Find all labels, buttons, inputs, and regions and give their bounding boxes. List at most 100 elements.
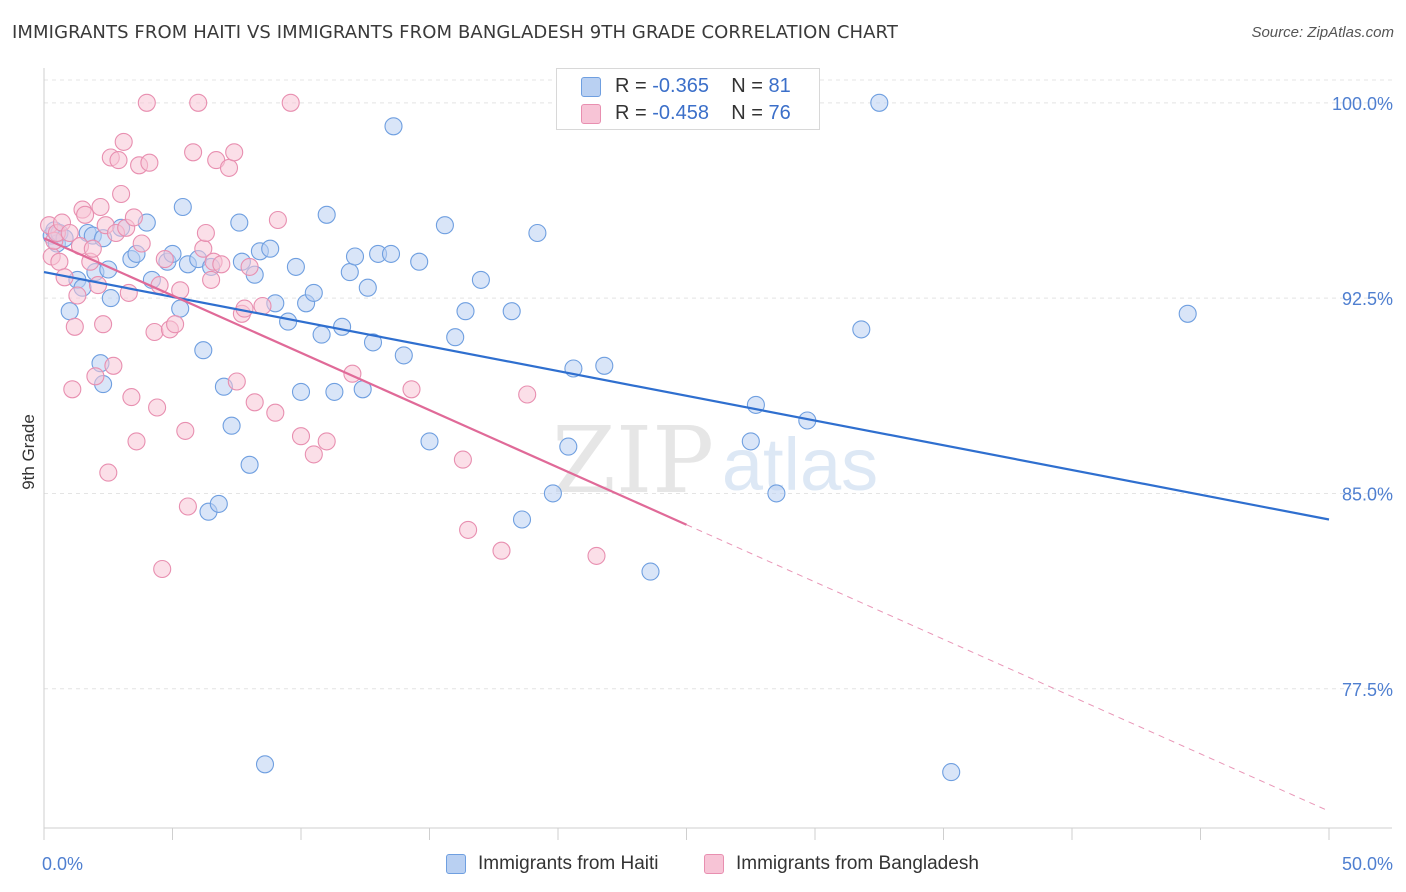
bangladesh-point [268, 210, 287, 230]
haiti-point [641, 562, 660, 581]
haiti-point [194, 341, 213, 360]
series-legend: Immigrants from Haiti Immigrants from Ba… [0, 852, 1406, 878]
bangladesh-trend-line [43, 237, 687, 526]
haiti-point [471, 270, 490, 289]
bangladesh-point [50, 252, 69, 271]
y-tick-label: 92.5% [1342, 289, 1393, 309]
bangladesh-point [153, 559, 172, 579]
bangladesh-point [219, 158, 239, 177]
bangladesh-r-value: -0.458 [652, 102, 709, 124]
haiti-point [173, 197, 192, 217]
haiti-point [60, 302, 79, 321]
haiti-point [279, 312, 298, 331]
bangladesh-point [492, 541, 511, 560]
y-tick-label: 100.0% [1332, 94, 1393, 114]
haiti-point [543, 484, 562, 503]
gridlines [44, 79, 1392, 690]
bangladesh-point [88, 276, 108, 295]
bangladesh-point [150, 276, 169, 295]
haiti-r-label: R = [615, 75, 653, 97]
haiti-point [741, 432, 760, 451]
legend-swatch-bangladesh [704, 854, 724, 874]
bangladesh-point [122, 388, 141, 407]
haiti-point [286, 257, 305, 276]
bangladesh-point [99, 463, 118, 482]
axes [43, 68, 1392, 840]
y-tick-label: 85.0% [1342, 484, 1393, 504]
bangladesh-point [127, 432, 146, 451]
bangladesh-point [65, 317, 84, 336]
bangladesh-point [459, 520, 478, 539]
bangladesh-point [155, 250, 174, 269]
haiti-point [446, 328, 465, 347]
bangladesh-point [114, 132, 133, 151]
haiti-point [304, 283, 323, 302]
haiti-point [325, 382, 344, 401]
haiti-point [870, 93, 889, 112]
haiti-point [255, 755, 275, 774]
haiti-point [512, 510, 532, 529]
haiti-point [240, 455, 259, 474]
bangladesh-point [178, 497, 197, 516]
bangladesh-point [212, 255, 231, 274]
legend-swatch-haiti [446, 854, 466, 874]
haiti-point [852, 320, 871, 339]
haiti-point [222, 416, 241, 435]
haiti-point [595, 356, 614, 375]
haiti-point [333, 317, 352, 336]
bangladesh-point [112, 184, 131, 204]
haiti-point [384, 117, 403, 136]
haiti-point [435, 216, 454, 235]
haiti-point [767, 484, 786, 503]
bangladesh-n-value: 76 [768, 102, 791, 124]
haiti-point [317, 205, 336, 224]
haiti-point [1178, 304, 1197, 323]
bangladesh-point [109, 151, 128, 170]
haiti-point [559, 437, 578, 456]
bangladesh-point [137, 93, 156, 112]
bangladesh-point [317, 432, 336, 451]
bangladesh-swatch [581, 104, 601, 124]
bangladesh-point [60, 223, 79, 243]
tick-labels: 77.5% 85.0% 92.5% 100.0% 0.0% 50.0% [42, 94, 1393, 874]
bangladesh-trend-extension [686, 524, 1330, 812]
bangladesh-point [240, 257, 259, 276]
haiti-point [261, 239, 280, 258]
bangladesh-n-label: N = [731, 102, 769, 124]
haiti-point [456, 302, 475, 321]
bangladesh-point [225, 143, 244, 162]
bangladesh-point [402, 380, 421, 399]
chart-title: IMMIGRANTS FROM HAITI VS IMMIGRANTS FROM… [12, 22, 898, 43]
haiti-point [209, 494, 228, 513]
haiti-point [410, 252, 429, 271]
haiti-trend-line [43, 271, 1330, 521]
haiti-r-value: -0.365 [652, 75, 709, 97]
bangladesh-point [304, 445, 323, 464]
watermark-zip: ZIP [552, 407, 714, 514]
bangladesh-point [587, 546, 606, 565]
bangladesh-point [196, 223, 215, 243]
haiti-point [394, 346, 413, 365]
bangladesh-point [453, 450, 472, 469]
bangladesh-point [148, 398, 167, 417]
bangladesh-point [94, 315, 113, 334]
bangladesh-point [86, 367, 105, 386]
bangladesh-point [140, 153, 159, 172]
bangladesh-point [176, 421, 195, 440]
y-axis-label: 9th Grade [19, 414, 38, 490]
x-tick-label-end: 50.0% [1342, 854, 1393, 874]
haiti-point [358, 278, 377, 297]
y-tick-label: 77.5% [1342, 680, 1393, 700]
bangladesh-point [76, 205, 95, 224]
bangladesh-point [145, 322, 164, 342]
bangladesh-point [281, 93, 300, 112]
bangladesh-r-label: R = [615, 102, 653, 124]
bangladesh-point [184, 143, 203, 162]
bangladesh-point [83, 239, 102, 258]
bangladesh-point [291, 427, 311, 446]
x-tick-label-start: 0.0% [42, 854, 83, 874]
bangladesh-point [266, 403, 285, 422]
haiti-point [340, 263, 359, 282]
trend-lines [43, 237, 1330, 812]
